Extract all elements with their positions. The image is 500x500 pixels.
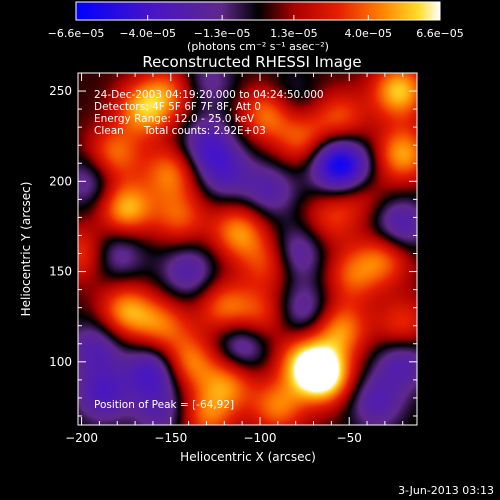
heatmap-image [78, 73, 417, 425]
y-axis-label: Heliocentric Y (arcsec) [19, 182, 33, 317]
annotation-peak-position: Position of Peak = [-64,92] [94, 399, 234, 411]
colorbar-tick-label: −6.6e−05 [48, 27, 105, 40]
y-tick-label: 100 [49, 355, 72, 369]
colorbar-tick-label: 6.6e−05 [416, 27, 463, 40]
annotation-detectors: Detectors: 4F 5F 6F 7F 8F, Att 0 [94, 101, 261, 113]
colorbar-units: (photons cm⁻² s⁻¹ asec⁻²) [187, 40, 329, 53]
x-axis-label: Heliocentric X (arcsec) [180, 450, 316, 464]
axis-ticks: −200 −150 −100 −50 100 150 200 250 [49, 72, 417, 445]
y-tick-label: 250 [49, 84, 72, 98]
plot-frame [77, 72, 418, 426]
footer-date: 3-Jun-2013 03:13 [398, 484, 494, 497]
colorbar-tick-label: 1.3e−05 [270, 27, 317, 40]
annotations: 24-Dec-2003 04:19:20.000 to 04:24:50.000… [94, 89, 324, 411]
x-tick-label: −50 [337, 431, 362, 445]
colorbar: −6.6e−05 −4.0e−05 −1.3e−05 1.3e−05 4.0e−05 6.… [48, 1, 464, 53]
x-tick-label: −200 [65, 431, 98, 445]
y-tick-label: 150 [49, 265, 72, 279]
annotation-time-range: 24-Dec-2003 04:19:20.000 to 04:24:50.000 [94, 89, 324, 101]
x-tick-label: −150 [154, 431, 187, 445]
colorbar-ticks: −6.6e−05 −4.0e−05 −1.3e−05 1.3e−05 4.0e−05 6.… [48, 15, 464, 40]
plot-area: −200 −150 −100 −50 100 150 200 250 [49, 72, 418, 445]
colorbar-tick-label: −1.3e−05 [194, 27, 251, 40]
annotation-energy-range: Energy Range: 12.0 - 25.0 keV [94, 113, 255, 125]
colorbar-tick-label: −4.0e−05 [119, 27, 176, 40]
y-tick-label: 200 [49, 174, 72, 188]
chart-title: Reconstructed RHESSI Image [142, 53, 361, 71]
annotation-method-counts: Clean Total counts: 2.92E+03 [94, 125, 266, 137]
x-tick-label: −100 [244, 431, 277, 445]
colorbar-gradient [75, 1, 441, 21]
colorbar-tick-label: 4.0e−05 [345, 27, 392, 40]
